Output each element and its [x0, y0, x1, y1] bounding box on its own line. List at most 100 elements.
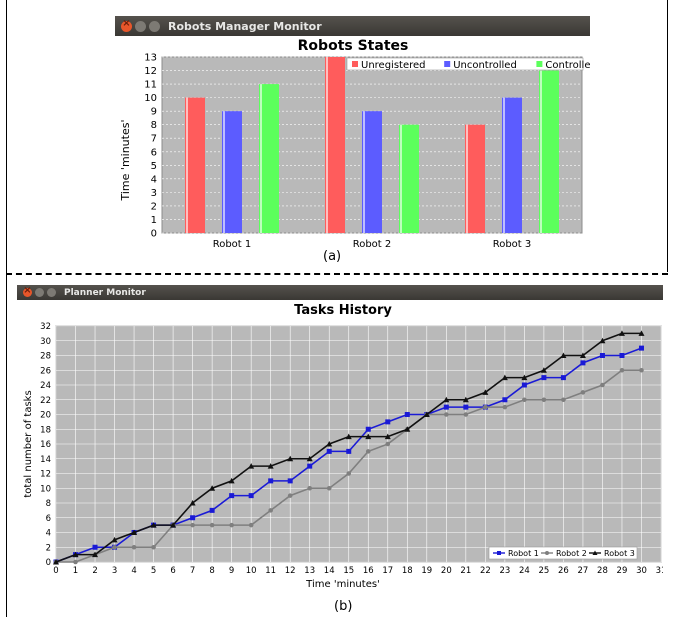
- minimize-window-icon[interactable]: [135, 20, 146, 32]
- bar-legend-box: [346, 57, 584, 71]
- data-point: [522, 397, 527, 403]
- data-point: [345, 433, 352, 440]
- data-point: [501, 374, 508, 381]
- data-point: [229, 493, 235, 499]
- data-point: [287, 493, 293, 498]
- bar-category-label: Robot 2: [353, 239, 392, 250]
- line-y-tick-label: 14: [40, 455, 51, 465]
- data-point: [228, 477, 235, 484]
- legend-swatch: [352, 61, 358, 67]
- data-point: [268, 508, 273, 513]
- bar-highlight: [466, 124, 468, 233]
- line-x-tick-label: 6: [170, 566, 175, 576]
- line-x-tick-label: 19: [421, 566, 432, 576]
- bar-controlled: [539, 70, 559, 234]
- bar-y-tick-label: 6: [151, 147, 157, 158]
- line-x-tick-label: 22: [480, 566, 491, 576]
- data-point: [561, 397, 566, 403]
- line-y-axis-label: total number of tasks: [23, 390, 34, 497]
- line-legend-box: [488, 546, 638, 560]
- window-title: Robots Manager Monitor: [168, 19, 322, 33]
- line-x-tick-label: 10: [246, 566, 257, 576]
- data-point: [443, 404, 449, 410]
- line-x-tick-label: 4: [131, 566, 136, 576]
- bar-controlled: [259, 84, 279, 233]
- line-x-tick-label: 11: [265, 566, 276, 576]
- line-y-tick-label: 30: [40, 337, 51, 347]
- data-point: [580, 390, 586, 395]
- caption-a: (a): [323, 249, 342, 264]
- line-x-axis-label: Time 'minutes': [305, 579, 380, 590]
- line-x-tick-label: 21: [460, 566, 471, 576]
- line-y-tick-label: 22: [40, 396, 51, 406]
- data-point: [404, 426, 411, 432]
- legend-label: Controlled: [545, 60, 590, 71]
- robots-manager-titlebar[interactable]: Robots Manager Monitor: [115, 16, 590, 36]
- data-point: [189, 500, 196, 506]
- tasks-history-chart: Tasks History 02468101214161820222426283…: [17, 300, 663, 592]
- bar-highlight: [363, 111, 365, 233]
- close-window-icon[interactable]: [23, 285, 32, 297]
- line-x-tick-label: 0: [53, 566, 58, 576]
- data-point: [541, 397, 547, 403]
- data-point: [112, 544, 117, 550]
- bar-y-tick-label: 8: [151, 120, 157, 131]
- bar-y-tick-label: 7: [151, 134, 157, 145]
- data-point: [229, 522, 234, 528]
- line-x-tick-label: 29: [617, 566, 628, 576]
- data-point: [326, 441, 333, 447]
- data-point: [92, 544, 98, 550]
- line-x-tick-label: 15: [343, 566, 354, 576]
- data-point: [287, 455, 294, 462]
- data-point: [151, 544, 156, 550]
- line-x-tick-label: 9: [229, 566, 234, 576]
- data-point: [385, 419, 391, 425]
- data-point: [268, 478, 274, 484]
- legend-marker: [592, 550, 598, 555]
- data-point: [365, 426, 371, 432]
- data-point: [599, 353, 605, 358]
- maximize-window-icon[interactable]: [47, 288, 56, 297]
- data-point: [306, 455, 313, 462]
- legend-marker: [545, 551, 549, 555]
- data-point: [150, 522, 157, 528]
- bar-y-tick-label: 12: [144, 66, 157, 77]
- line-x-tick-label: 18: [402, 566, 413, 576]
- bar-category-label: Robot 3: [493, 239, 532, 250]
- line-x-tick-label: 1: [73, 566, 78, 576]
- planner-monitor-titlebar[interactable]: Planner Monitor: [17, 285, 663, 300]
- line-y-tick-label: 16: [40, 440, 51, 450]
- line-chart-title: Tasks History: [294, 303, 392, 318]
- legend-swatch: [444, 61, 451, 67]
- line-x-tick-label: 16: [363, 566, 374, 576]
- data-point: [209, 507, 215, 513]
- bar-y-tick-label: 5: [151, 161, 157, 172]
- bar-y-tick-label: 10: [144, 93, 157, 104]
- data-point: [73, 559, 78, 565]
- minimize-window-icon[interactable]: [35, 288, 44, 297]
- bar-y-tick-label: 2: [151, 201, 157, 212]
- data-point: [346, 448, 352, 454]
- bar-uncontrolled: [502, 97, 522, 233]
- data-point: [307, 485, 313, 491]
- data-point: [638, 345, 644, 351]
- data-point: [131, 529, 138, 535]
- bar-highlight: [503, 97, 505, 233]
- bar-highlight: [260, 84, 262, 233]
- bar-y-tick-label: 3: [151, 188, 157, 199]
- close-window-icon[interactable]: [121, 18, 132, 32]
- frame-right-border: [667, 0, 668, 272]
- bar-controlled: [399, 124, 419, 233]
- maximize-window-icon[interactable]: [149, 20, 160, 32]
- data-point: [599, 337, 606, 344]
- data-point: [111, 536, 118, 543]
- data-point: [463, 404, 469, 410]
- data-point: [385, 441, 391, 447]
- dashed-divider: [6, 273, 668, 275]
- legend-label: Robot 2: [556, 549, 587, 558]
- data-point: [521, 374, 528, 381]
- data-point: [540, 367, 547, 373]
- data-point: [209, 522, 215, 528]
- data-point: [248, 463, 255, 469]
